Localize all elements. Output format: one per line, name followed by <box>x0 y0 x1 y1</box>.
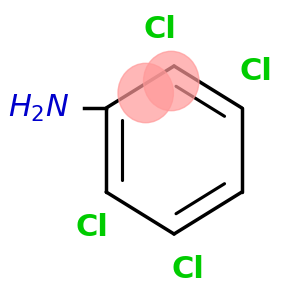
Text: Cl: Cl <box>76 214 109 242</box>
Circle shape <box>118 63 173 123</box>
Text: Cl: Cl <box>239 58 272 86</box>
Text: Cl: Cl <box>172 256 205 284</box>
Text: Cl: Cl <box>144 16 176 44</box>
Circle shape <box>143 51 199 111</box>
Text: $H_2N$: $H_2N$ <box>8 92 70 124</box>
